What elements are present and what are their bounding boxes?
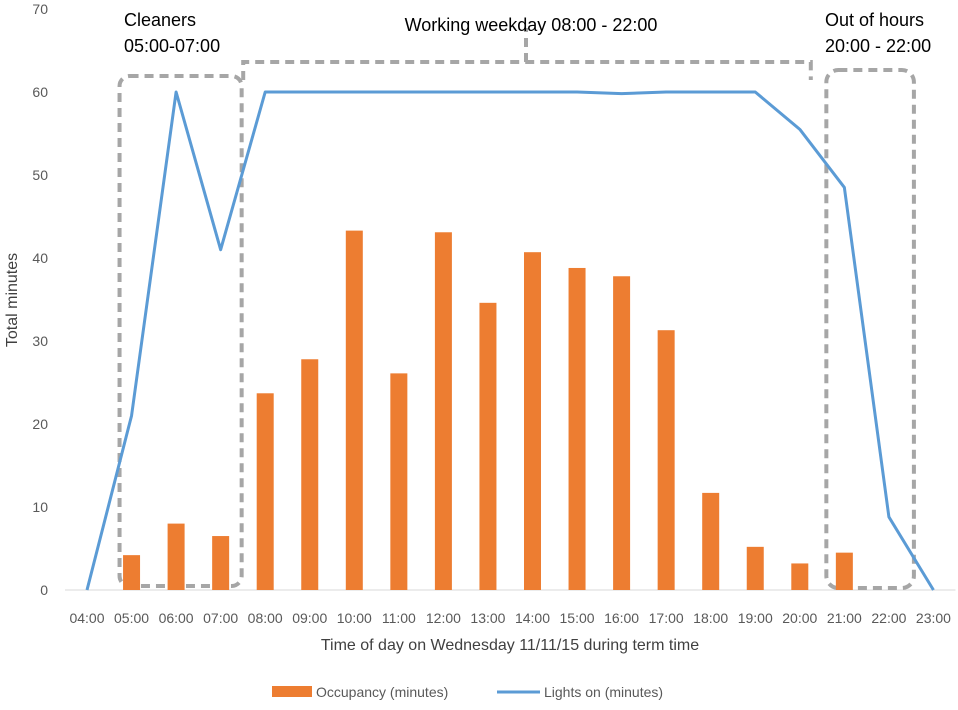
y-tick-label: 70: [32, 1, 48, 17]
y-tick-label: 10: [32, 499, 48, 515]
out-of-hours-box: [824, 68, 916, 590]
legend: Occupancy (minutes) Lights on (minutes): [272, 684, 663, 700]
occupancy-bar: [390, 373, 408, 590]
x-tick-label: 19:00: [738, 610, 773, 626]
out-of-hours-label: Out of hours: [825, 10, 924, 30]
x-tick-label: 04:00: [69, 610, 104, 626]
occupancy-bar: [524, 252, 541, 590]
x-tick-label: 12:00: [426, 610, 461, 626]
x-axis-title: Time of day on Wednesday 11/11/15 during…: [321, 637, 699, 654]
y-tick-label: 30: [32, 333, 48, 349]
occupancy-bar: [657, 330, 675, 590]
occupancy-bar: [256, 393, 274, 590]
occupancy-bar: [568, 267, 586, 590]
x-tick-label: 07:00: [203, 610, 238, 626]
x-tick-label: 17:00: [649, 610, 684, 626]
occupancy-bar: [167, 523, 185, 590]
cleaners-label: 05:00-07:00: [124, 36, 220, 56]
occupancy-bar: [479, 302, 497, 590]
cleaners-label: Cleaners: [124, 10, 196, 30]
y-tick-label: 60: [32, 84, 48, 100]
x-tick-label: 11:00: [382, 610, 416, 626]
x-tick-label: 05:00: [114, 610, 149, 626]
y-axis-title: Total minutes: [4, 253, 21, 347]
x-tick-label: 21:00: [827, 610, 862, 626]
legend-label-occupancy: Occupancy (minutes): [316, 684, 448, 700]
working-weekday-label: Working weekday 08:00 - 22:00: [405, 15, 658, 35]
cleaners-box: [117, 74, 244, 588]
x-tick-label: 08:00: [248, 610, 283, 626]
x-tick-label: 18:00: [693, 610, 728, 626]
x-tick-label: 14:00: [515, 610, 550, 626]
occupancy-bar: [613, 276, 631, 590]
occupancy-bar: [746, 546, 764, 590]
occupancy-bar: [835, 552, 853, 590]
x-tick-label: 10:00: [337, 610, 372, 626]
y-tick-label: 50: [32, 167, 48, 183]
out-of-hours-label: 20:00 - 22:00: [825, 36, 931, 56]
working-weekday-bracket: [241, 28, 813, 80]
annotation-labels: Cleaners 05:00-07:00 Working weekday 08:00…: [124, 10, 931, 56]
x-tick-label: 09:00: [292, 610, 327, 626]
y-tick-label: 40: [32, 250, 48, 266]
annotation-boxes: [117, 28, 916, 590]
occupancy-bar: [434, 232, 452, 590]
y-tick-label: 0: [40, 582, 48, 598]
x-tick-label: 16:00: [604, 610, 639, 626]
occupancy-bar: [212, 536, 230, 590]
occupancy-bar: [791, 563, 809, 590]
x-tick-label: 20:00: [782, 610, 817, 626]
y-tick-label: 20: [32, 416, 48, 432]
x-tick-label: 23:00: [916, 610, 951, 626]
occupancy-bar: [301, 359, 319, 590]
legend-label-lights-on: Lights on (minutes): [544, 684, 663, 700]
x-axis-ticks: 04:00 05:00 06:00 07:00 08:00 09:00 10:00 11:00…: [69, 610, 951, 626]
x-tick-label: 13:00: [470, 610, 505, 626]
occupancy-bar: [345, 230, 363, 591]
legend-swatch-occupancy: [272, 686, 312, 697]
x-tick-label: 15:00: [560, 610, 595, 626]
x-tick-label: 22:00: [871, 610, 906, 626]
lights-on-line: [85, 90, 935, 591]
x-tick-label: 06:00: [159, 610, 194, 626]
occupancy-bar: [702, 492, 720, 590]
occupancy-bar: [123, 555, 141, 590]
occupancy-bars: [123, 230, 853, 591]
y-axis-ticks: 0 10 20 30 40 50 60 70: [32, 1, 48, 598]
